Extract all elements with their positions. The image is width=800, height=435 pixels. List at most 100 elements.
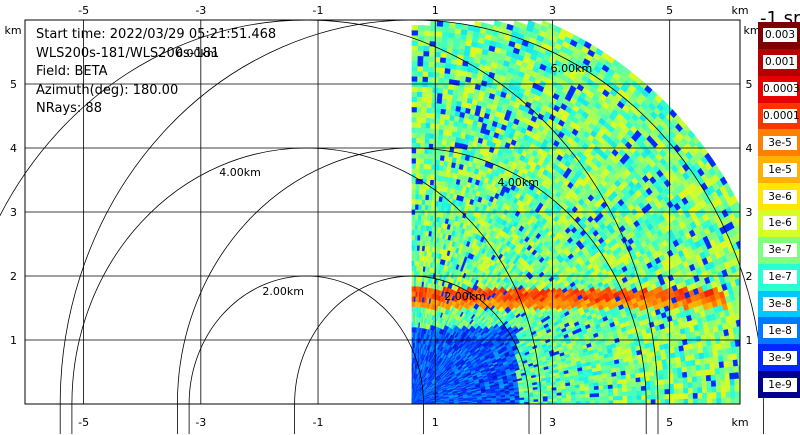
- field-cell: [688, 392, 694, 399]
- field-cell: [519, 399, 525, 403]
- field-cell: [599, 396, 605, 401]
- field-cell: [690, 359, 696, 366]
- field-cell: [514, 399, 520, 403]
- field-cell: [715, 379, 721, 387]
- field-cell: [524, 399, 530, 402]
- field-cell: [738, 332, 740, 340]
- field-cell: [598, 392, 605, 397]
- field-cell: [608, 395, 614, 401]
- field-cell: [741, 352, 746, 359]
- field-cell: [715, 385, 722, 393]
- field-cell: [683, 398, 689, 404]
- field-cell: [735, 397, 740, 404]
- field-cell: [589, 393, 595, 398]
- field-cell: [542, 395, 548, 400]
- field-cell: [603, 400, 609, 404]
- field-cell: [721, 397, 727, 404]
- field-cell: [678, 398, 684, 404]
- field-cell: [636, 390, 642, 396]
- field-cell: [646, 399, 652, 404]
- field-cell: [612, 391, 619, 397]
- field-cell: [659, 384, 665, 390]
- field-cell: [653, 370, 660, 376]
- field-cell: [565, 391, 572, 396]
- field-cell: [740, 297, 746, 305]
- field-cell: [589, 400, 595, 404]
- field-cell: [701, 380, 707, 388]
- field-cell: [662, 368, 669, 375]
- field-cell: [556, 395, 562, 399]
- field-cell: [746, 227, 753, 236]
- field-cell: [686, 371, 693, 378]
- field-cell: [723, 360, 729, 368]
- field-cell: [711, 386, 717, 393]
- field-cell: [743, 365, 748, 372]
- field-cell: [631, 390, 637, 396]
- field-cell: [650, 394, 656, 400]
- field-cell: [683, 393, 689, 399]
- field-cell: [626, 382, 632, 388]
- field-cell: [650, 389, 656, 395]
- field-cell: [636, 385, 642, 391]
- field-cell: [625, 373, 632, 379]
- field-cell: [733, 371, 740, 379]
- field-cell: [729, 372, 735, 380]
- field-cell: [697, 398, 703, 404]
- field-cell: [719, 373, 726, 381]
- field-cell: [681, 366, 687, 373]
- field-cell: [740, 238, 747, 247]
- field-cell: [668, 373, 674, 380]
- field-cell: [575, 387, 581, 392]
- field-cell: [738, 371, 740, 379]
- field-cell: [607, 384, 614, 389]
- field-cell: [641, 390, 647, 396]
- field-cell: [746, 351, 752, 358]
- field-cell: [663, 378, 670, 385]
- field-cell: [740, 318, 746, 326]
- field-cell: [656, 359, 663, 366]
- field-cell: [725, 397, 731, 404]
- field-cell: [746, 324, 752, 332]
- field-cell: [745, 236, 752, 245]
- field-cell: [649, 380, 656, 386]
- field-cell: [680, 360, 687, 368]
- field-cell: [580, 393, 586, 398]
- field-cell: [708, 356, 715, 364]
- field-cell: [674, 398, 680, 404]
- field-cell: [718, 361, 725, 369]
- field-cell: [745, 251, 752, 260]
- field-cell: [730, 391, 736, 398]
- field-cell: [622, 387, 628, 392]
- field-cell: [734, 384, 740, 392]
- field-cell: [691, 370, 697, 377]
- field-cell: [561, 397, 567, 402]
- field-cell: [589, 389, 595, 394]
- field-cell: [719, 367, 725, 375]
- field-cell: [640, 381, 646, 387]
- field-cell: [631, 381, 637, 387]
- field-cell: [692, 381, 698, 388]
- field-cell: [744, 378, 749, 385]
- field-cell: [648, 365, 654, 372]
- field-cell: [599, 400, 605, 404]
- field-cell: [621, 378, 627, 384]
- field-cell: [710, 380, 717, 387]
- field-cell: [588, 382, 595, 387]
- field-cell: [645, 380, 651, 386]
- field-cell: [749, 397, 754, 404]
- field-cell: [673, 383, 679, 389]
- field-cell: [720, 379, 726, 387]
- field-cell: [696, 375, 702, 382]
- field-cell: [691, 376, 698, 383]
- field-cell: [566, 397, 572, 402]
- field-cell: [735, 319, 740, 327]
- field-cell: [672, 372, 679, 379]
- field-cell: [732, 359, 739, 367]
- field-cell: [593, 385, 600, 390]
- field-cell: [594, 400, 600, 404]
- field-cell: [594, 392, 600, 398]
- field-cell: [734, 378, 740, 386]
- field-cell: [622, 395, 628, 401]
- field-cell: [584, 393, 591, 398]
- field-cell: [680, 355, 686, 362]
